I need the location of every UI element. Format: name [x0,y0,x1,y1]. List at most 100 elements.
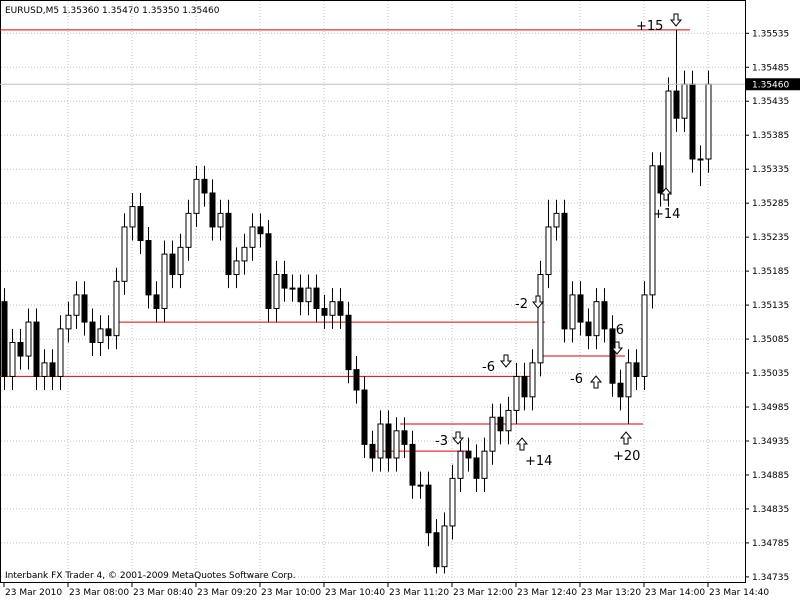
candle-body [161,253,168,309]
candle-body [337,301,344,316]
candle-body [57,328,64,377]
candle-body [209,192,216,228]
candle-body [401,430,408,445]
candle-body [409,443,416,486]
annotation: -6 [570,372,583,387]
y-tick-label: 1.34935 [752,437,789,447]
candle-body [673,90,680,119]
candle-body [233,260,240,276]
candle-body [561,212,568,330]
candle-body [225,212,232,276]
candle-body [97,328,104,343]
candle-body [153,294,160,309]
candle-body [617,382,624,398]
annotation-arrow [451,431,465,445]
candle-body [217,212,224,228]
candle-body [265,233,272,309]
y-tick-label: 1.35335 [752,165,789,175]
candle-body [585,321,592,337]
candle-body [425,484,432,534]
candle-body [321,307,328,316]
current-price-box [746,78,800,91]
y-tick-label: 1.35485 [752,63,789,73]
candle-body [297,287,304,303]
candle-body [545,226,552,276]
candle-body [49,362,56,377]
candle-body [353,369,360,391]
plot-frame [0,0,746,583]
y-tick-label: 1.35185 [752,267,789,277]
candle-body [497,416,504,432]
candle-body [593,301,600,337]
x-tick-label: 23 Mar 10:40 [325,588,385,598]
candle-body [145,240,152,296]
candle-body [433,532,440,568]
y-tick-label: 1.35085 [752,335,789,345]
candle-body [129,206,136,228]
x-tick-label: 23 Mar 10:00 [261,588,321,598]
candle-body [241,246,248,262]
candle-body [305,287,312,303]
y-tick-label: 1.34785 [752,539,789,549]
candle-body [553,212,560,228]
candle-body [441,525,448,568]
annotation: +20 [613,449,640,464]
candle-body [273,274,280,309]
annotation-arrow [659,187,673,201]
annotation-arrow [619,431,633,445]
y-tick-label: 1.35285 [752,199,789,209]
candle-body [137,206,144,242]
x-tick-label: 23 Mar 08:00 [69,588,129,598]
candle-body [121,226,128,282]
annotation-arrow [669,13,683,27]
candle-body [601,301,608,330]
candle-body [65,314,72,330]
annotation: -3 [435,434,448,449]
annotation: -2 [515,297,528,312]
candle-body [481,450,488,479]
candle-body [385,423,392,459]
candle-body [521,375,528,398]
y-tick-label: 1.34835 [752,505,789,515]
candle-body [569,294,576,330]
chart-title: EURUSD,M5 1.35360 1.35470 1.35350 1.3546… [5,6,220,16]
candle-body [513,375,520,411]
x-tick-label: 23 Mar 2010 [5,588,62,598]
candle-body [33,321,40,377]
candle-body [257,226,264,235]
candle-body [41,362,48,377]
candle-body [377,423,384,459]
candle-body [113,280,120,337]
candle-body [529,362,536,398]
y-tick-label: 1.34985 [752,403,789,413]
candle-body [201,178,208,194]
x-tick-label: 23 Mar 11:20 [389,588,449,598]
candle-body [641,294,648,377]
candle-body [369,443,376,459]
candle-body [193,178,200,214]
candle-body [105,328,112,337]
annotation: +14 [525,454,552,469]
x-tick-label: 23 Mar 14:00 [645,588,705,598]
annotation-arrow [499,354,513,368]
annotation: +14 [653,207,680,222]
candle-body [649,165,656,296]
candle-body [473,457,480,479]
candle-body [329,301,336,316]
candle-body [25,321,32,357]
x-tick-label: 23 Mar 09:20 [197,588,257,598]
candle-body [249,226,256,248]
y-tick-label: 1.35385 [752,131,789,141]
candle-body [697,158,704,161]
candle-body [665,90,672,194]
x-tick-label: 23 Mar 13:20 [581,588,641,598]
candle-body [537,274,544,364]
x-tick-label: 23 Mar 08:40 [133,588,193,598]
y-tick-label: 1.35435 [752,97,789,107]
candle-body [177,246,184,276]
candle-body [705,83,712,160]
candle-body [9,341,16,377]
candle-body [449,477,456,527]
